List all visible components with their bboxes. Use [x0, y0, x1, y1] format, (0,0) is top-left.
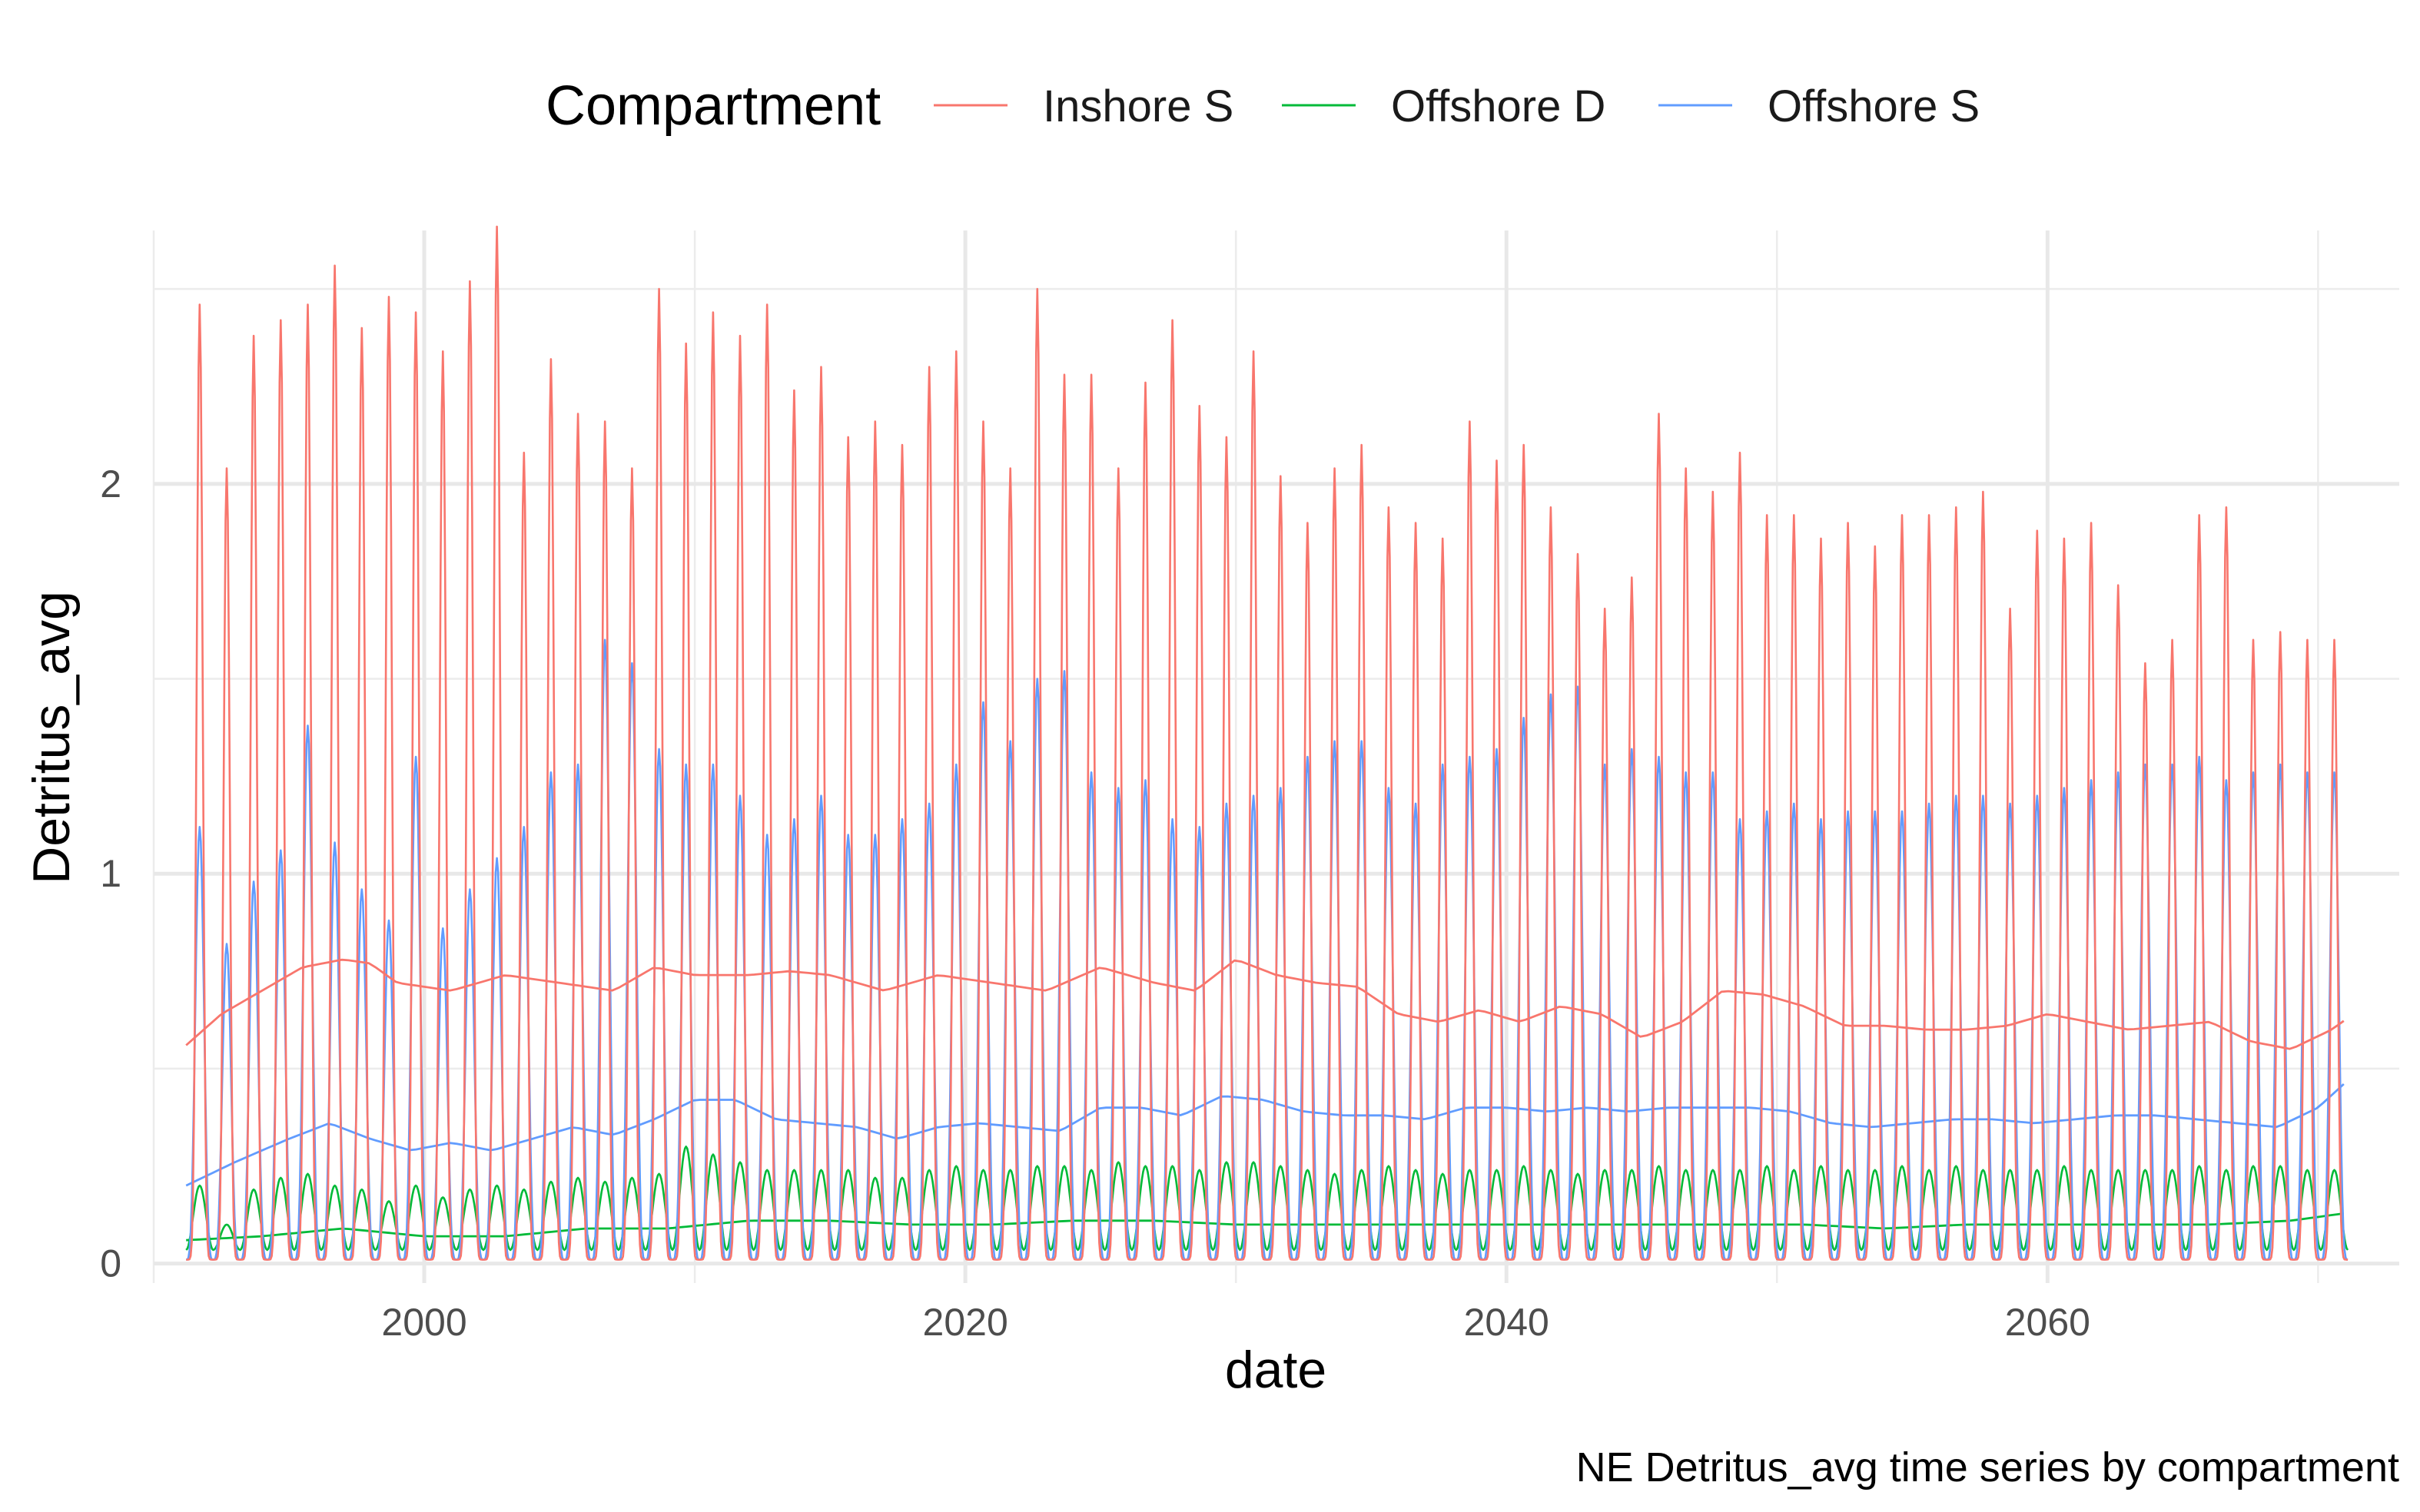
- y-axis-title: Detritus_avg: [22, 591, 81, 884]
- x-tick-label: 2060: [2005, 1301, 2090, 1344]
- series-trend-line: [185, 1083, 2345, 1187]
- x-axis-title: date: [1225, 1341, 1326, 1399]
- y-tick-label: 0: [100, 1242, 121, 1285]
- legend-label: Offshore S: [1768, 81, 1980, 131]
- series-trend-line: [186, 1212, 2344, 1242]
- series-layer: [185, 225, 2349, 1261]
- axes: date Detritus_avg 2000 2020 2040 2060 0 1 2: [22, 463, 2090, 1399]
- legend-label: Inshore S: [1043, 81, 1233, 131]
- x-tick-label: 2020: [923, 1301, 1008, 1344]
- series-trend-line: [185, 958, 2345, 1050]
- series-inshore-s: [185, 225, 2349, 1261]
- series-offshore-d: [185, 1146, 2349, 1252]
- legend: Compartment Inshore S Offshore D Offshore …: [546, 75, 1980, 137]
- y-tick-label: 2: [100, 463, 121, 506]
- series-offshore-s: [185, 638, 2349, 1261]
- chart-caption: NE Detritus_avg time series by compartme…: [1576, 1444, 2399, 1490]
- x-tick-label: 2000: [381, 1301, 466, 1344]
- legend-label: Offshore D: [1391, 81, 1605, 131]
- x-tick-label: 2040: [1464, 1301, 1549, 1344]
- series-seasonal-line: [186, 638, 2349, 1261]
- series-seasonal-line: [185, 1146, 2349, 1252]
- legend-title: Compartment: [546, 75, 881, 137]
- series-seasonal-line: [186, 225, 2349, 1261]
- y-tick-label: 1: [100, 852, 121, 895]
